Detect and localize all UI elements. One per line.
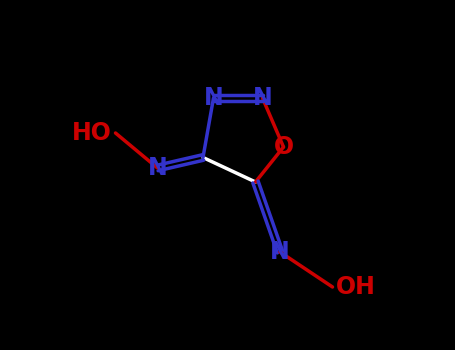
Text: O: O (273, 135, 293, 159)
Text: N: N (253, 86, 273, 110)
Text: N: N (270, 240, 290, 264)
Text: N: N (147, 156, 167, 180)
Text: OH: OH (336, 275, 376, 299)
Text: HO: HO (72, 121, 112, 145)
Text: N: N (204, 86, 223, 110)
